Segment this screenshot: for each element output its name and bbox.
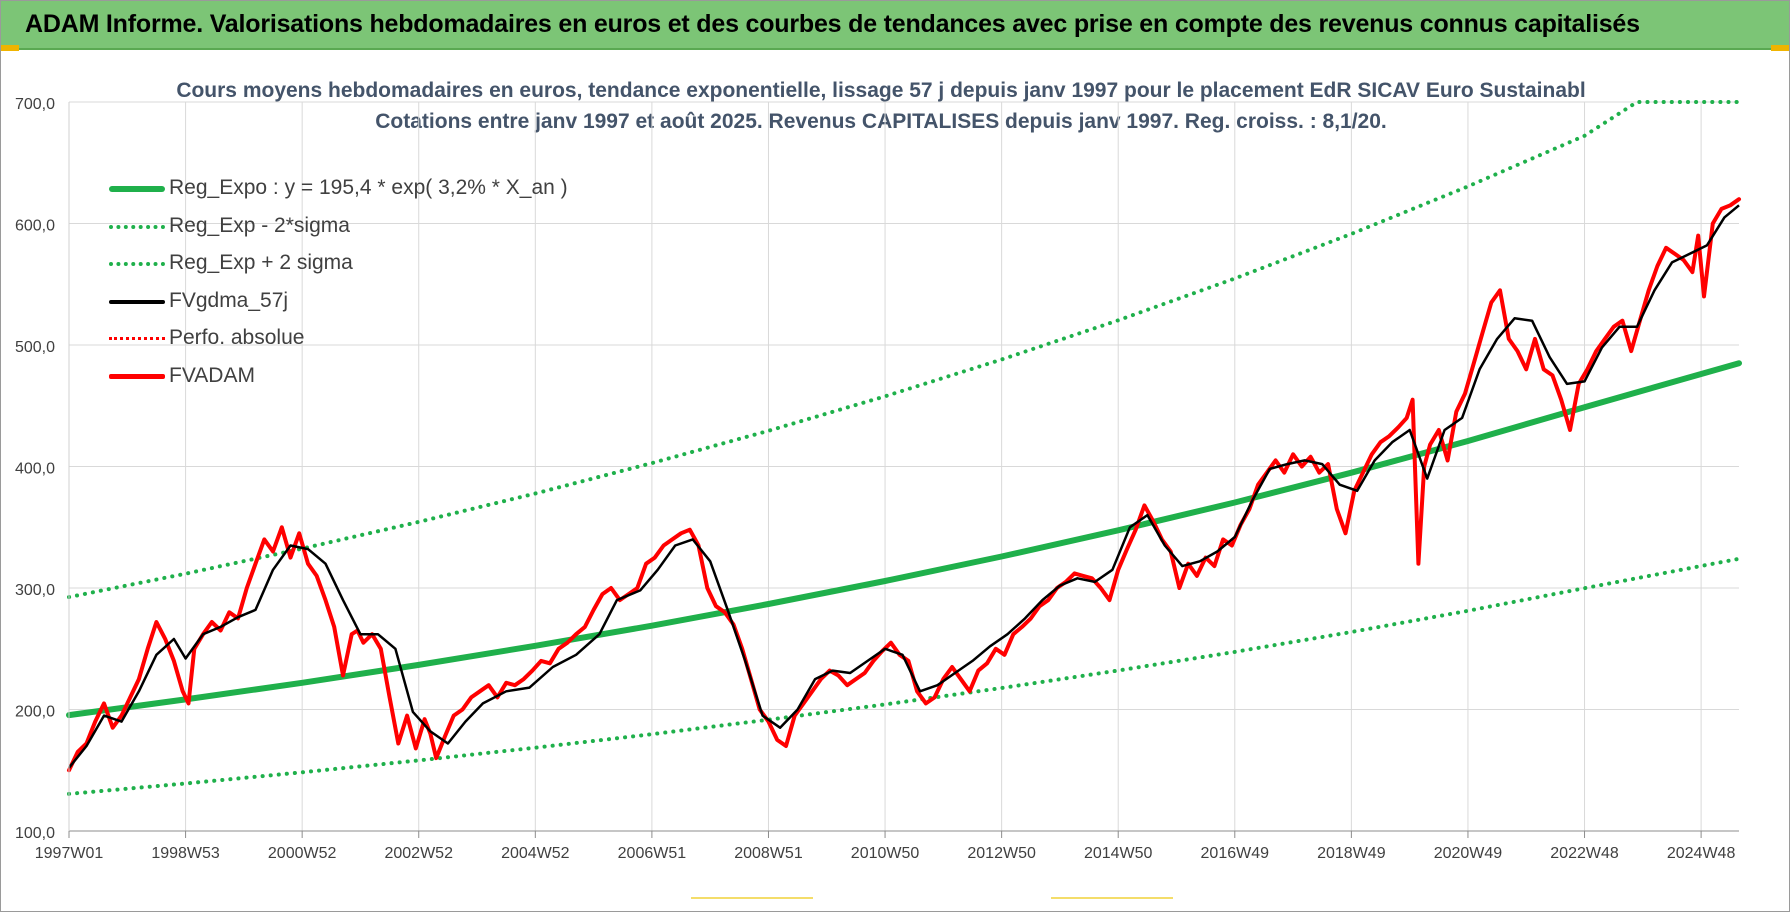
legend-label: Reg_Exp + 2 sigma — [169, 251, 353, 274]
x-tick-label: 2002W52 — [384, 845, 453, 862]
x-tick-label: 2004W52 — [501, 845, 570, 862]
corner-mark-left — [1, 45, 19, 51]
legend-label: FVgdma_57j — [169, 288, 289, 312]
series-line-3 — [68, 204, 1740, 769]
x-tick-label: 2024W48 — [1667, 845, 1736, 862]
series-line-0 — [66, 360, 1742, 719]
x-tick-label: 2014W50 — [1084, 845, 1153, 862]
y-tick-label: 200,0 — [15, 704, 55, 721]
report-title: ADAM Informe. Valorisations hebdomadaire… — [25, 10, 1640, 38]
axis-layer: 100,0 200,0 300,0 400,0 500,0 600,0 700,0 1997W… — [15, 96, 1739, 862]
legend-label: Perfo. absolue — [169, 326, 305, 349]
x-tick-label: 2010W50 — [851, 845, 920, 862]
y-tick-label: 300,0 — [15, 582, 55, 599]
y-tick-label: 100,0 — [15, 825, 55, 842]
chart-title: Cours moyens hebdomadaires en euros, ten… — [176, 79, 1586, 102]
legend-swatch-dotted-green — [109, 262, 165, 266]
corner-mark-right — [1771, 45, 1789, 51]
series-layer — [66, 100, 1742, 796]
legend-swatch-solid-green — [109, 186, 165, 192]
grid-layer — [68, 101, 1739, 832]
x-tick-label: 1997W01 — [35, 845, 104, 862]
x-tick-label: 2018W49 — [1317, 845, 1386, 862]
legend-label: Reg_Exp - 2*sigma — [169, 213, 350, 237]
chart-subtitle: Cotations entre janv 1997 et août 2025. … — [375, 110, 1387, 133]
series-line-1 — [67, 556, 1741, 796]
y-tick-label: 400,0 — [15, 461, 55, 478]
x-tick-label: 2012W50 — [967, 845, 1036, 862]
y-tick-label: 500,0 — [15, 339, 55, 356]
legend-swatch-dotted-red — [109, 337, 165, 340]
legend-swatch-solid-red — [109, 373, 165, 379]
x-tick-label: 2006W51 — [618, 845, 687, 862]
legend-swatch-dotted-green — [109, 224, 165, 229]
bottom-mark-1 — [691, 897, 813, 899]
x-tick-label: 2000W52 — [268, 845, 337, 862]
series-line-2 — [67, 100, 1741, 600]
legend-label: FVADAM — [169, 363, 255, 387]
x-tick-label: 2016W49 — [1201, 845, 1270, 862]
x-tick-label: 2022W48 — [1550, 845, 1619, 862]
report-banner: ADAM Informe. Valorisations hebdomadaire… — [1, 1, 1789, 50]
chart-title-block: Cours moyens hebdomadaires en euros, ten… — [161, 75, 1601, 137]
legend-swatch-solid-black — [109, 299, 165, 304]
x-tick-label: 2020W49 — [1434, 845, 1503, 862]
x-tick-label: 2008W51 — [734, 845, 803, 862]
y-tick-label: 700,0 — [15, 96, 55, 113]
legend-label: Reg_Expo : y = 195,4 * exp( 3,2% * X_an … — [169, 176, 568, 199]
bottom-mark-2 — [1051, 897, 1173, 899]
x-tick-label: 1998W53 — [151, 845, 220, 862]
y-tick-label: 600,0 — [15, 218, 55, 235]
series-line-5 — [67, 197, 1741, 773]
